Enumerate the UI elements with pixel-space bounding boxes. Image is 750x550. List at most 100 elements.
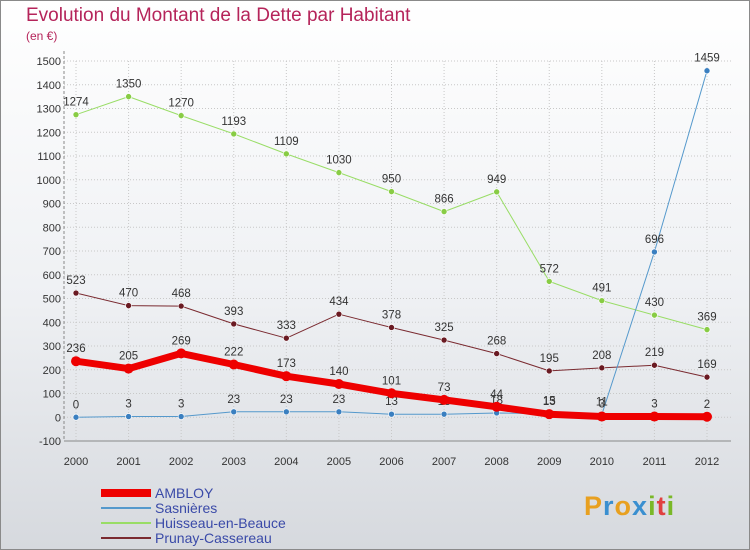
data-label-sasni-res: 13 xyxy=(385,396,398,408)
data-point-prunay-cassereau xyxy=(72,289,80,297)
y-tick-label: 700 xyxy=(43,246,61,258)
legend-item: Sasnières xyxy=(101,500,217,516)
x-tick-label: 2000 xyxy=(64,456,88,468)
y-tick-label: 800 xyxy=(43,222,61,234)
logo-letter: i xyxy=(666,491,676,521)
data-point-huisseau-en-beauce xyxy=(335,169,343,176)
legend-swatch xyxy=(101,489,151,497)
data-point-ambloy xyxy=(544,409,555,420)
data-point-huisseau-en-beauce xyxy=(545,278,553,285)
x-tick-label: 2010 xyxy=(590,456,614,468)
data-label-prunay-cassereau: 470 xyxy=(119,288,138,300)
data-label-ambloy: 222 xyxy=(224,347,243,359)
legend-item: AMBLOY xyxy=(101,485,213,501)
data-label-huisseau-en-beauce: 1193 xyxy=(221,116,246,128)
data-point-ambloy xyxy=(702,411,712,422)
data-point-sasni-res xyxy=(230,408,238,416)
y-tick-label: 1000 xyxy=(37,175,61,187)
legend-label: Huisseau-en-Beauce xyxy=(155,515,286,531)
data-label-sasni-res: 23 xyxy=(280,394,293,406)
legend-item: Huisseau-en-Beauce xyxy=(101,515,286,531)
data-label-prunay-cassereau: 378 xyxy=(382,309,401,321)
data-point-prunay-cassereau xyxy=(335,310,343,318)
data-label-prunay-cassereau: 434 xyxy=(329,296,349,308)
logo-letter: i xyxy=(648,491,657,521)
data-label-huisseau-en-beauce: 1030 xyxy=(326,155,352,167)
data-label-huisseau-en-beauce: 430 xyxy=(645,297,664,309)
data-point-prunay-cassereau xyxy=(493,350,500,357)
data-label-sasni-res: 3 xyxy=(125,399,131,411)
x-tick-label: 2004 xyxy=(274,456,298,468)
data-point-sasni-res xyxy=(72,413,80,421)
x-tick-label: 2003 xyxy=(222,456,246,468)
x-tick-label: 2001 xyxy=(116,456,140,468)
data-label-prunay-cassereau: 208 xyxy=(592,350,611,362)
data-label-prunay-cassereau: 393 xyxy=(224,306,243,318)
proxiti-logo: Proxiti xyxy=(584,491,675,522)
data-label-ambloy: 44 xyxy=(490,389,503,401)
data-point-prunay-cassereau xyxy=(651,361,658,369)
y-tick-label: 1500 xyxy=(37,56,61,68)
data-label-huisseau-en-beauce: 572 xyxy=(540,263,559,275)
y-tick-label: -100 xyxy=(39,436,61,448)
data-point-prunay-cassereau xyxy=(388,324,395,331)
data-label-ambloy: 3 xyxy=(651,399,657,411)
data-label-ambloy: 13 xyxy=(543,396,556,408)
data-label-huisseau-en-beauce: 949 xyxy=(487,174,506,186)
data-label-huisseau-en-beauce: 491 xyxy=(592,283,611,295)
data-label-prunay-cassereau: 169 xyxy=(697,359,716,371)
data-point-ambloy xyxy=(123,363,134,374)
x-tick-label: 2012 xyxy=(695,456,719,468)
data-point-sasni-res xyxy=(703,67,711,75)
x-tick-label: 2005 xyxy=(327,456,351,468)
logo-letter: P xyxy=(584,491,604,521)
data-point-huisseau-en-beauce xyxy=(703,326,711,333)
x-tick-label: 2002 xyxy=(169,456,193,468)
data-point-huisseau-en-beauce xyxy=(230,130,238,138)
data-point-prunay-cassereau xyxy=(125,302,132,309)
y-tick-label: 1100 xyxy=(37,151,61,163)
data-point-huisseau-en-beauce xyxy=(177,112,185,119)
data-label-sasni-res: 23 xyxy=(333,394,346,406)
chart-subtitle: (en €) xyxy=(26,29,58,43)
data-label-huisseau-en-beauce: 1274 xyxy=(63,97,89,109)
data-point-prunay-cassereau xyxy=(598,364,606,372)
data-point-ambloy xyxy=(649,411,660,422)
data-label-ambloy: 173 xyxy=(277,358,296,370)
data-point-sasni-res xyxy=(125,413,132,420)
data-label-prunay-cassereau: 195 xyxy=(540,353,559,365)
data-label-sasni-res: 11 xyxy=(596,397,608,409)
data-point-ambloy xyxy=(439,394,450,405)
logo-letter: t xyxy=(656,491,667,521)
chart-title: Evolution du Montant de la Dette par Hab… xyxy=(26,5,411,26)
legend-swatch xyxy=(101,522,151,524)
data-label-sasni-res: 696 xyxy=(645,234,664,246)
data-point-ambloy xyxy=(333,379,344,389)
data-label-ambloy: 73 xyxy=(438,382,451,394)
y-tick-label: 0 xyxy=(55,412,61,424)
data-point-ambloy xyxy=(596,411,607,422)
data-point-huisseau-en-beauce xyxy=(651,311,658,319)
data-point-prunay-cassereau xyxy=(230,320,238,328)
data-point-prunay-cassereau xyxy=(283,334,290,342)
legend-label: AMBLOY xyxy=(155,485,214,501)
y-tick-label: 100 xyxy=(43,389,61,401)
data-point-ambloy xyxy=(176,348,187,359)
x-tick-label: 2009 xyxy=(537,456,561,468)
y-tick-label: 300 xyxy=(43,341,61,353)
logo-letter: o xyxy=(614,491,633,521)
y-tick-label: 200 xyxy=(43,365,61,377)
data-point-ambloy xyxy=(491,401,502,412)
data-point-sasni-res xyxy=(283,408,290,416)
data-label-prunay-cassereau: 523 xyxy=(66,275,85,287)
data-label-huisseau-en-beauce: 1350 xyxy=(116,79,142,91)
data-label-ambloy: 3 xyxy=(599,399,605,411)
data-point-ambloy xyxy=(71,356,81,367)
data-point-huisseau-en-beauce xyxy=(493,188,500,196)
data-label-huisseau-en-beauce: 1270 xyxy=(168,98,194,110)
data-point-prunay-cassereau xyxy=(545,367,553,375)
y-tick-label: 1200 xyxy=(37,127,61,139)
data-label-prunay-cassereau: 325 xyxy=(434,322,453,334)
y-tick-label: 1400 xyxy=(37,80,61,92)
